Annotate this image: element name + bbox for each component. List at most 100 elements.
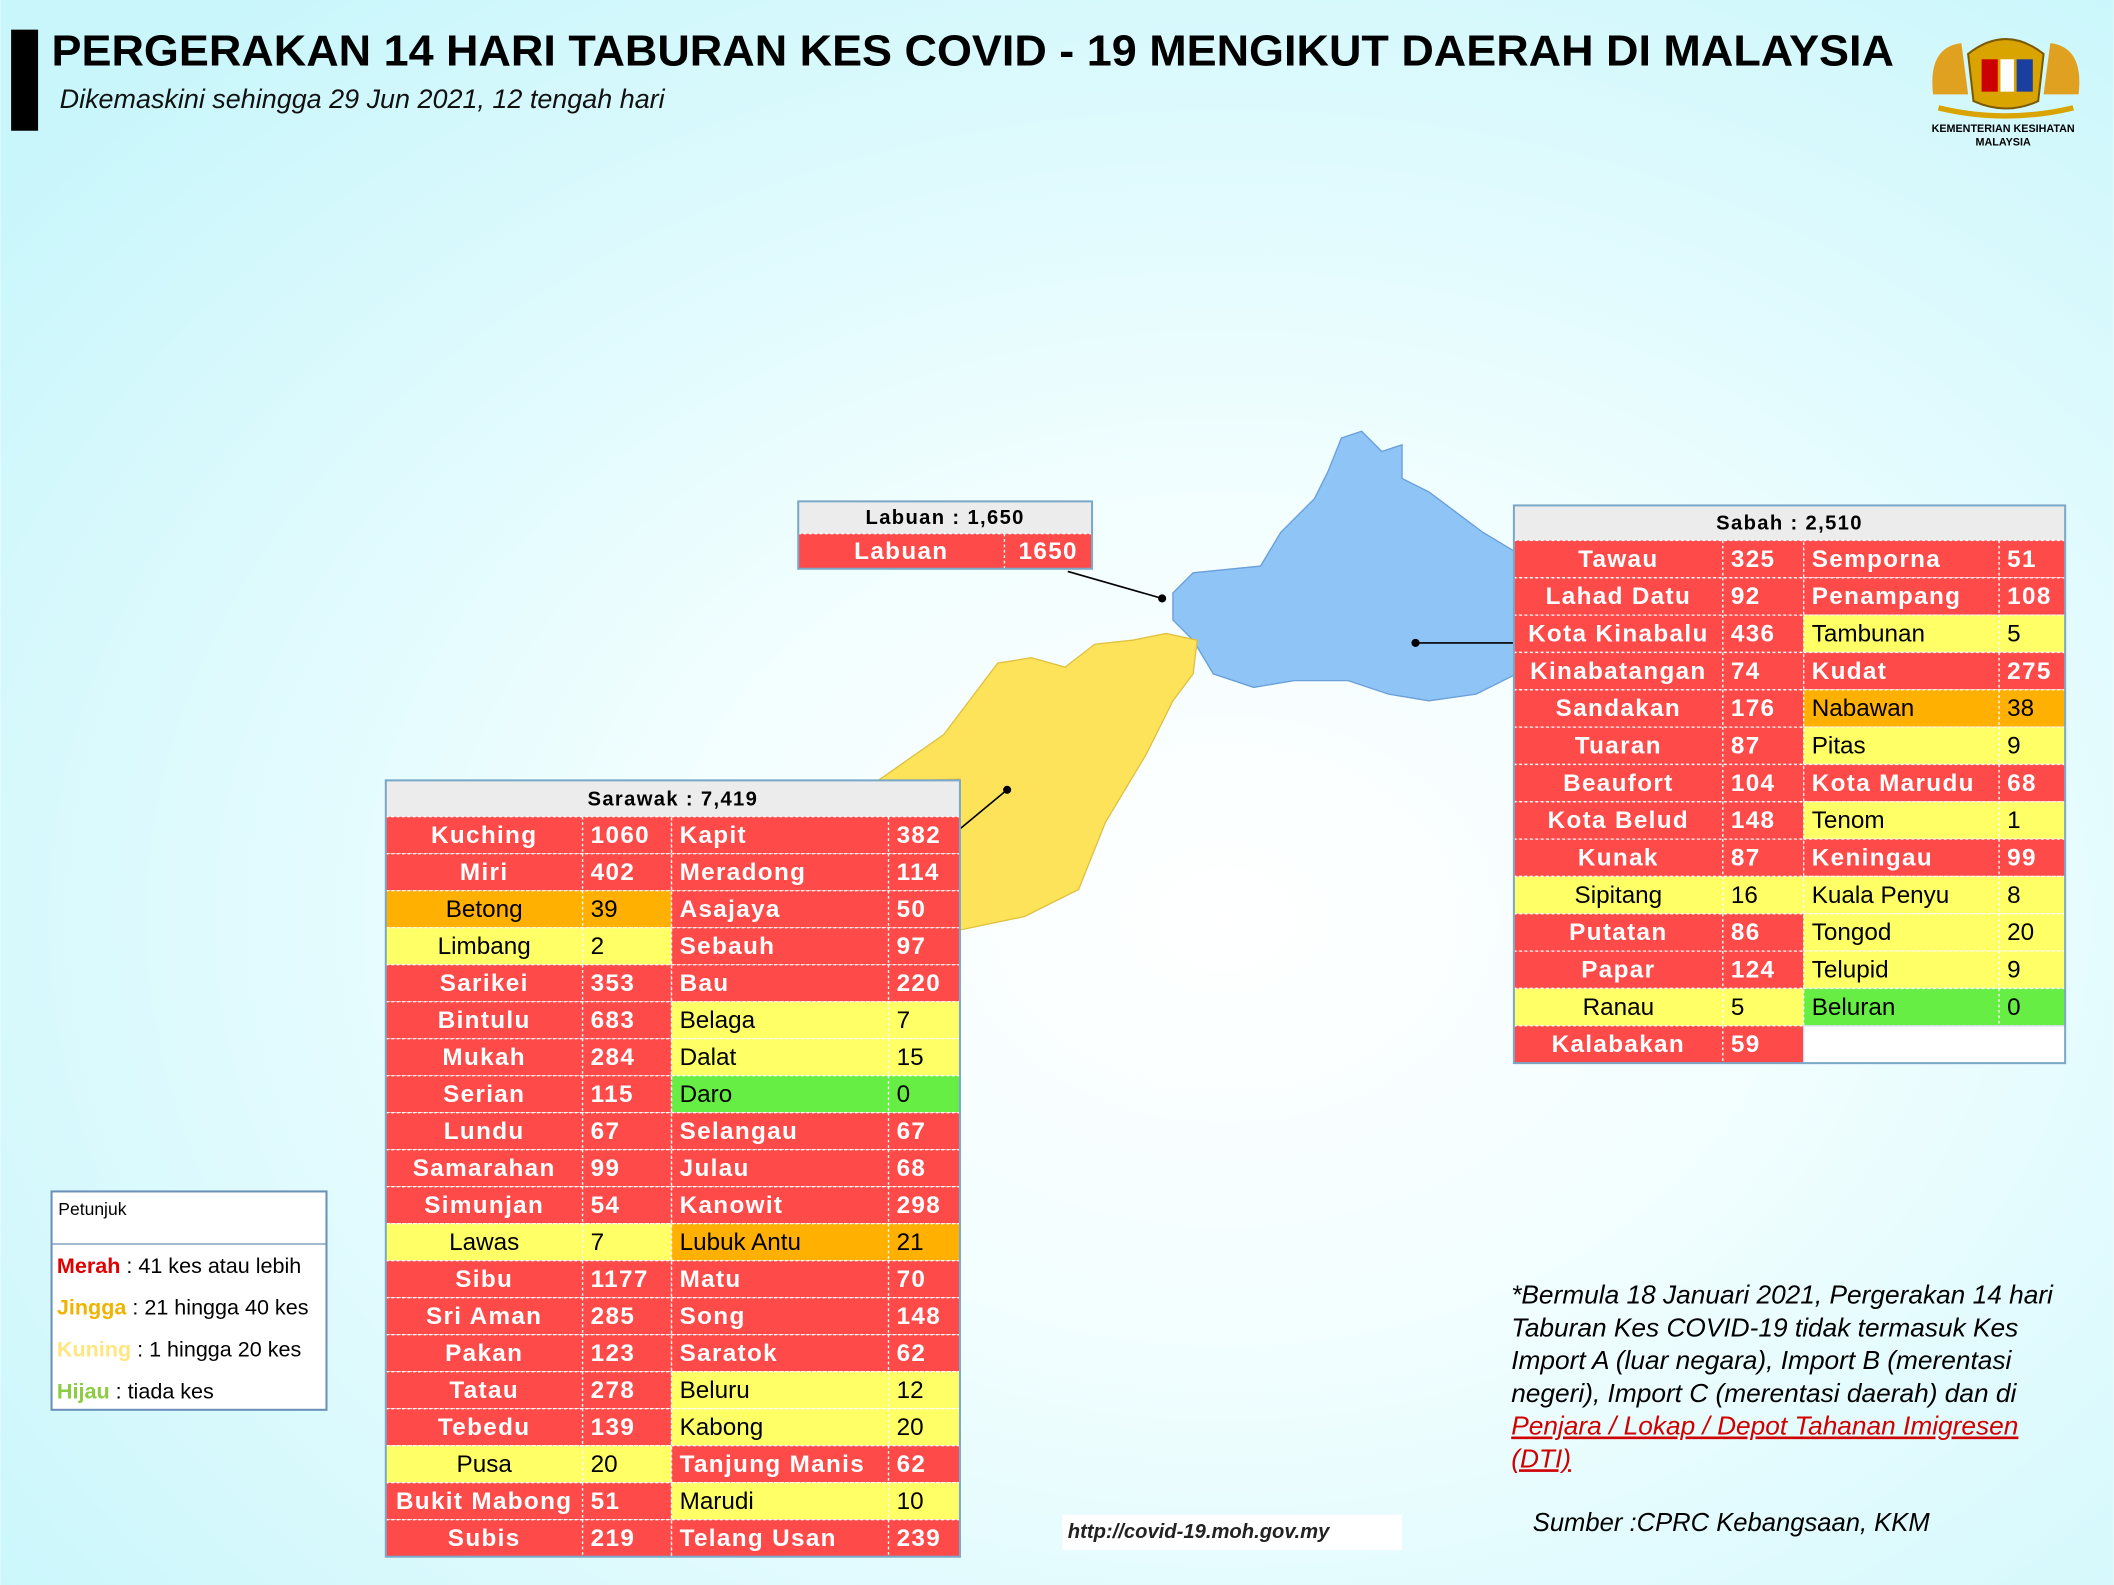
connector-dot <box>1158 594 1167 603</box>
district-name: Kapit <box>680 822 747 849</box>
cell <box>1513 913 1805 952</box>
note-line: Import A (luar negara), Import B (merent… <box>1511 1345 2012 1375</box>
district-name: Sri Aman <box>426 1303 542 1330</box>
district-name: Semporna <box>1812 546 1941 573</box>
cell <box>670 1408 961 1447</box>
case-count: 382 <box>897 822 942 849</box>
legend: Petunjuk <box>50 1190 328 1411</box>
district-name: Sandakan <box>1556 695 1681 722</box>
case-count: 62 <box>897 1451 927 1478</box>
legend-entry: Merah : 41 kes atau lebih <box>57 1253 301 1278</box>
case-count: 67 <box>591 1118 621 1145</box>
district-name: Kinabatangan <box>1530 658 1707 685</box>
district-name: Song <box>680 1303 746 1330</box>
case-count: 115 <box>591 1081 634 1108</box>
cell <box>670 890 961 929</box>
case-count: 284 <box>591 1044 636 1071</box>
cell <box>1803 763 2066 803</box>
cell <box>1513 689 1805 728</box>
case-count: 16 <box>1731 882 1758 909</box>
district-name: Samarahan <box>413 1155 556 1182</box>
cell <box>1513 987 1805 1027</box>
legend-label: Hijau <box>57 1378 110 1403</box>
district-name: Pitas <box>1812 733 1866 760</box>
connector <box>1067 570 1163 600</box>
case-count: 1060 <box>591 822 650 849</box>
source: Sumber :CPRC Kebangsaan, KKM <box>1533 1509 1931 1537</box>
case-count: 0 <box>897 1081 911 1108</box>
district-name: Betong <box>446 896 523 923</box>
district-name: Lundu <box>444 1118 525 1145</box>
district-name: Kudat <box>1812 658 1887 685</box>
case-count: 15 <box>897 1044 924 1071</box>
case-count: 2 <box>591 933 605 960</box>
district-name: Tawau <box>1578 546 1658 573</box>
district-name: Simunjan <box>424 1192 544 1219</box>
case-count: 219 <box>591 1525 636 1552</box>
connector-dot <box>1003 785 1012 794</box>
cell <box>670 1445 961 1484</box>
cell <box>385 1001 673 1040</box>
cell <box>1803 950 2066 990</box>
cell <box>670 1149 961 1188</box>
case-count: 20 <box>897 1414 924 1441</box>
url: http://covid-19.moh.gov.my <box>1068 1521 1331 1543</box>
district-name: Meradong <box>680 859 807 886</box>
case-count: 5 <box>1731 994 1745 1021</box>
district-name: Sibu <box>455 1266 513 1293</box>
case-count: 97 <box>897 933 927 960</box>
case-count: 176 <box>1731 695 1776 722</box>
case-count: 9 <box>2007 733 2021 760</box>
cell <box>670 1519 961 1558</box>
district-name: Bau <box>680 970 730 997</box>
cell <box>385 1075 673 1114</box>
case-count: 1177 <box>591 1266 649 1293</box>
case-count: 51 <box>2007 546 2037 573</box>
cell <box>670 1186 961 1225</box>
district-name: Beluran <box>1812 994 1896 1021</box>
case-count: 9 <box>2007 957 2021 984</box>
cell <box>797 533 1093 570</box>
case-count: 99 <box>2007 845 2037 872</box>
district-name: Marudi <box>680 1488 754 1515</box>
cell <box>1803 651 2066 691</box>
case-count: 21 <box>897 1229 924 1256</box>
district-name: Miri <box>460 859 509 886</box>
legend-text: : 21 hingga 40 kes <box>126 1294 308 1319</box>
cell <box>1803 838 2066 878</box>
case-count: 68 <box>2007 770 2037 797</box>
case-count: 67 <box>897 1118 927 1145</box>
logo-tiger <box>1932 43 1969 95</box>
district-name: Kota Belud <box>1548 807 1689 834</box>
district-name: Dalat <box>680 1044 737 1071</box>
cell <box>670 1223 961 1262</box>
district-name: Bintulu <box>438 1007 531 1034</box>
url-box <box>1062 1514 1403 1550</box>
subtitle: Dikemaskini sehingga 29 Jun 2021, 12 ten… <box>60 84 666 114</box>
cell <box>385 890 673 929</box>
case-count: 99 <box>591 1155 621 1182</box>
empty-cell <box>1803 1025 2066 1064</box>
legend-title: Petunjuk <box>58 1199 126 1219</box>
district-name: Papar <box>1581 957 1655 984</box>
case-count: 87 <box>1731 733 1761 760</box>
cell <box>1803 689 2066 728</box>
case-count: 298 <box>897 1192 942 1219</box>
district-name: Kota Kinabalu <box>1528 621 1709 648</box>
cell <box>1803 987 2066 1027</box>
case-count: 278 <box>591 1377 636 1404</box>
cell <box>1803 913 2066 952</box>
table-title: Labuan : 1,650 <box>866 507 1025 529</box>
cell <box>1513 838 1805 878</box>
case-count: 0 <box>2007 994 2021 1021</box>
case-count: 12 <box>897 1377 924 1404</box>
cell <box>1803 539 2066 579</box>
legend-label: Jingga <box>57 1294 127 1319</box>
district-name: Lubuk Antu <box>680 1229 801 1256</box>
title-bar <box>11 29 39 131</box>
case-count: 1 <box>2007 807 2021 834</box>
district-name: Sarikei <box>440 970 529 997</box>
table-border <box>1512 504 2067 1065</box>
